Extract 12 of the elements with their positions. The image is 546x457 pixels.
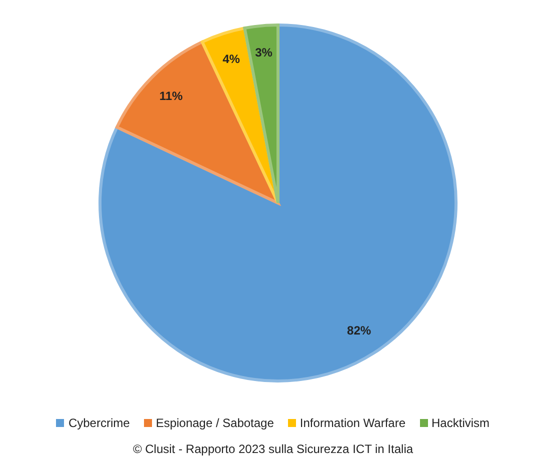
data-label: 11%: [159, 89, 184, 104]
legend-label: Espionage / Sabotage: [156, 416, 274, 430]
data-label: 4%: [222, 52, 240, 66]
data-label: 82%: [347, 324, 372, 338]
text: © Clusit - Rapporto 2023 sulla Sicurezza ICT in Italia: [132, 442, 414, 456]
data-label: 3%: [255, 45, 273, 60]
legend-label: Hacktivism: [432, 416, 490, 430]
pie-slice: [98, 24, 458, 382]
pie-slice: [243, 24, 280, 204]
legend-label: Cybercrime: [68, 416, 130, 430]
pie-slice: [115, 40, 280, 204]
legend-label: Information Warfare: [300, 416, 406, 430]
